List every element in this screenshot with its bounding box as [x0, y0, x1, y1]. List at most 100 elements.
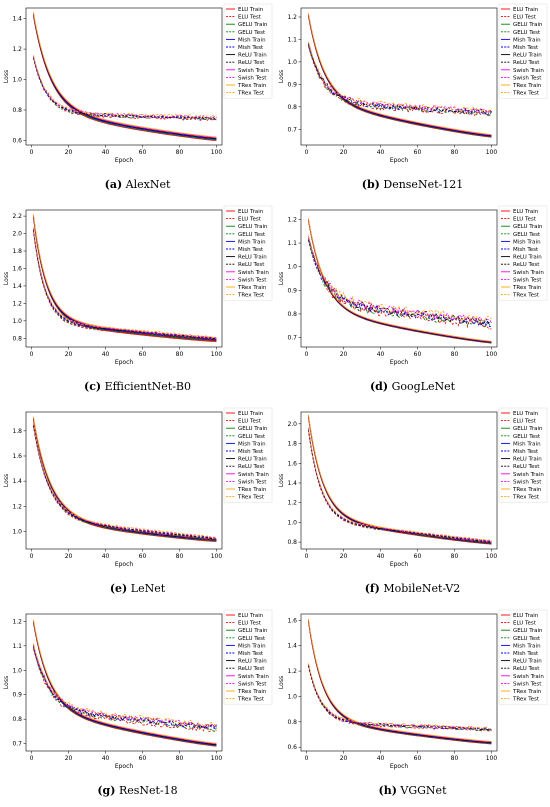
- series-line-swish-train: [33, 417, 217, 540]
- series-line-mish-test: [308, 43, 492, 116]
- panel-caption: (f) MobileNet-V2: [275, 582, 550, 595]
- y-tick-label: 0.8: [12, 335, 22, 342]
- x-tick-label: 60: [139, 553, 147, 560]
- panel-letter: (e): [109, 582, 128, 595]
- panel-caption: (d) GoogLeNet: [275, 380, 550, 393]
- legend-label: Swish Test: [238, 681, 267, 687]
- legend-label: GELU Train: [238, 224, 268, 230]
- x-tick-label: 40: [377, 755, 385, 762]
- y-tick-label: 0.8: [12, 107, 22, 114]
- legend-label: ReLU Train: [238, 255, 267, 261]
- series-line-relu-train: [33, 215, 217, 340]
- legend-label: ELU Test: [238, 15, 262, 21]
- y-axis-label: Loss: [3, 70, 10, 83]
- legend-label: ELU Test: [238, 419, 262, 425]
- x-axis-label: Epoch: [390, 359, 409, 366]
- legend-label: Swish Train: [513, 68, 544, 74]
- legend-label: ReLU Test: [238, 60, 265, 66]
- series-line-swish-test: [33, 423, 217, 539]
- legend-label: GELU Test: [238, 30, 266, 36]
- legend-label: ReLU Train: [238, 659, 267, 665]
- series-line-relu-test: [33, 228, 217, 340]
- y-tick-label: 0.9: [287, 287, 297, 294]
- x-tick-label: 20: [65, 755, 73, 762]
- x-tick-label: 80: [451, 149, 459, 156]
- x-tick-label: 0: [30, 351, 34, 358]
- legend-label: TRex Test: [512, 293, 540, 299]
- series-line-relu-train: [33, 13, 217, 139]
- legend-label: ReLU Train: [513, 255, 542, 261]
- plot-frame: [300, 7, 498, 146]
- legend-label: Mish Test: [513, 651, 539, 657]
- legend-label: Swish Test: [238, 75, 267, 81]
- legend-label: TRex Test: [512, 697, 540, 703]
- x-tick-label: 20: [340, 553, 348, 560]
- legend-box: [498, 609, 548, 705]
- x-tick-label: 60: [414, 755, 422, 762]
- y-tick-label: 1.2: [12, 300, 22, 307]
- y-axis-label: Loss: [278, 70, 285, 83]
- y-tick-label: 2.0: [287, 421, 297, 428]
- panel-letter: (g): [97, 784, 116, 797]
- series-line-trex-test: [308, 236, 492, 323]
- panel-title: AlexNet: [122, 178, 171, 191]
- x-tick-label: 20: [65, 149, 73, 156]
- series-line-relu-train: [33, 620, 217, 745]
- chart-panel: 0 20 40 60 80 100 0.8 1.0 1.2 1.4 1.6 1.8 2.0 Epoch Lo…: [275, 404, 550, 605]
- legend-label: ELU Test: [513, 15, 537, 21]
- series-line-relu-train: [33, 417, 217, 541]
- x-tick-label: 40: [102, 149, 110, 156]
- series-line-gelu-test: [33, 230, 217, 341]
- legend-label: ReLU Test: [238, 666, 265, 672]
- panel-letter: (d): [369, 380, 389, 393]
- chart-panel: 0 20 40 60 80 100 1.0 1.2 1.4 1.6 1.8 Epoch Loss ELU …: [0, 404, 275, 605]
- legend-label: ReLU Test: [513, 262, 540, 268]
- y-tick-label: 1.4: [12, 283, 22, 290]
- y-tick-label: 1.1: [12, 643, 22, 650]
- series-line-mish-train: [33, 14, 217, 140]
- y-axis-label: Loss: [3, 474, 10, 487]
- x-axis-label: Epoch: [115, 157, 134, 164]
- series-line-trex-train: [33, 619, 217, 744]
- series-line-relu-train: [308, 620, 492, 743]
- y-tick-label: 0.7: [287, 335, 297, 342]
- y-tick-label: 1.0: [12, 77, 22, 84]
- x-axis-label: Epoch: [390, 561, 409, 568]
- x-axis-label: Epoch: [115, 763, 134, 770]
- y-tick-label: 1.8: [12, 428, 22, 435]
- y-tick-label: 1.0: [287, 519, 297, 526]
- legend-label: TRex Test: [237, 91, 265, 97]
- series-line-gelu-train: [33, 217, 217, 342]
- legend-label: Swish Train: [513, 674, 544, 680]
- series-line-trex-test: [33, 227, 217, 338]
- series-line-mish-train: [308, 219, 492, 343]
- series-line-elu-train: [33, 419, 217, 543]
- legend-label: Mish Train: [513, 239, 541, 245]
- series-line-trex-test: [308, 427, 492, 542]
- y-tick-label: 1.2: [12, 503, 22, 510]
- y-tick-label: 1.0: [12, 318, 22, 325]
- legend-label: ELU Train: [238, 411, 264, 417]
- legend-label: Mish Train: [238, 239, 266, 245]
- legend-label: TRex Train: [237, 285, 267, 291]
- panel-letter: (b): [361, 178, 380, 191]
- x-tick-label: 40: [102, 755, 110, 762]
- x-tick-label: 20: [65, 351, 73, 358]
- series-line-elu-train: [33, 217, 217, 343]
- series-line-trex-train: [33, 12, 217, 138]
- series-line-swish-train: [308, 218, 492, 342]
- series-line-elu-test: [33, 648, 217, 733]
- legend-label: ReLU Test: [238, 262, 265, 268]
- legend-box: [498, 205, 548, 301]
- legend-label: TRex Test: [237, 697, 265, 703]
- y-tick-label: 2.2: [12, 213, 22, 220]
- legend-label: TRex Test: [512, 91, 540, 97]
- legend-label: GELU Test: [513, 434, 541, 440]
- x-tick-label: 20: [340, 149, 348, 156]
- legend-label: TRex Test: [237, 293, 265, 299]
- legend-label: ReLU Train: [513, 457, 542, 463]
- y-tick-label: 1.0: [287, 693, 297, 700]
- x-tick-label: 100: [211, 351, 223, 358]
- legend-label: ELU Train: [238, 613, 264, 619]
